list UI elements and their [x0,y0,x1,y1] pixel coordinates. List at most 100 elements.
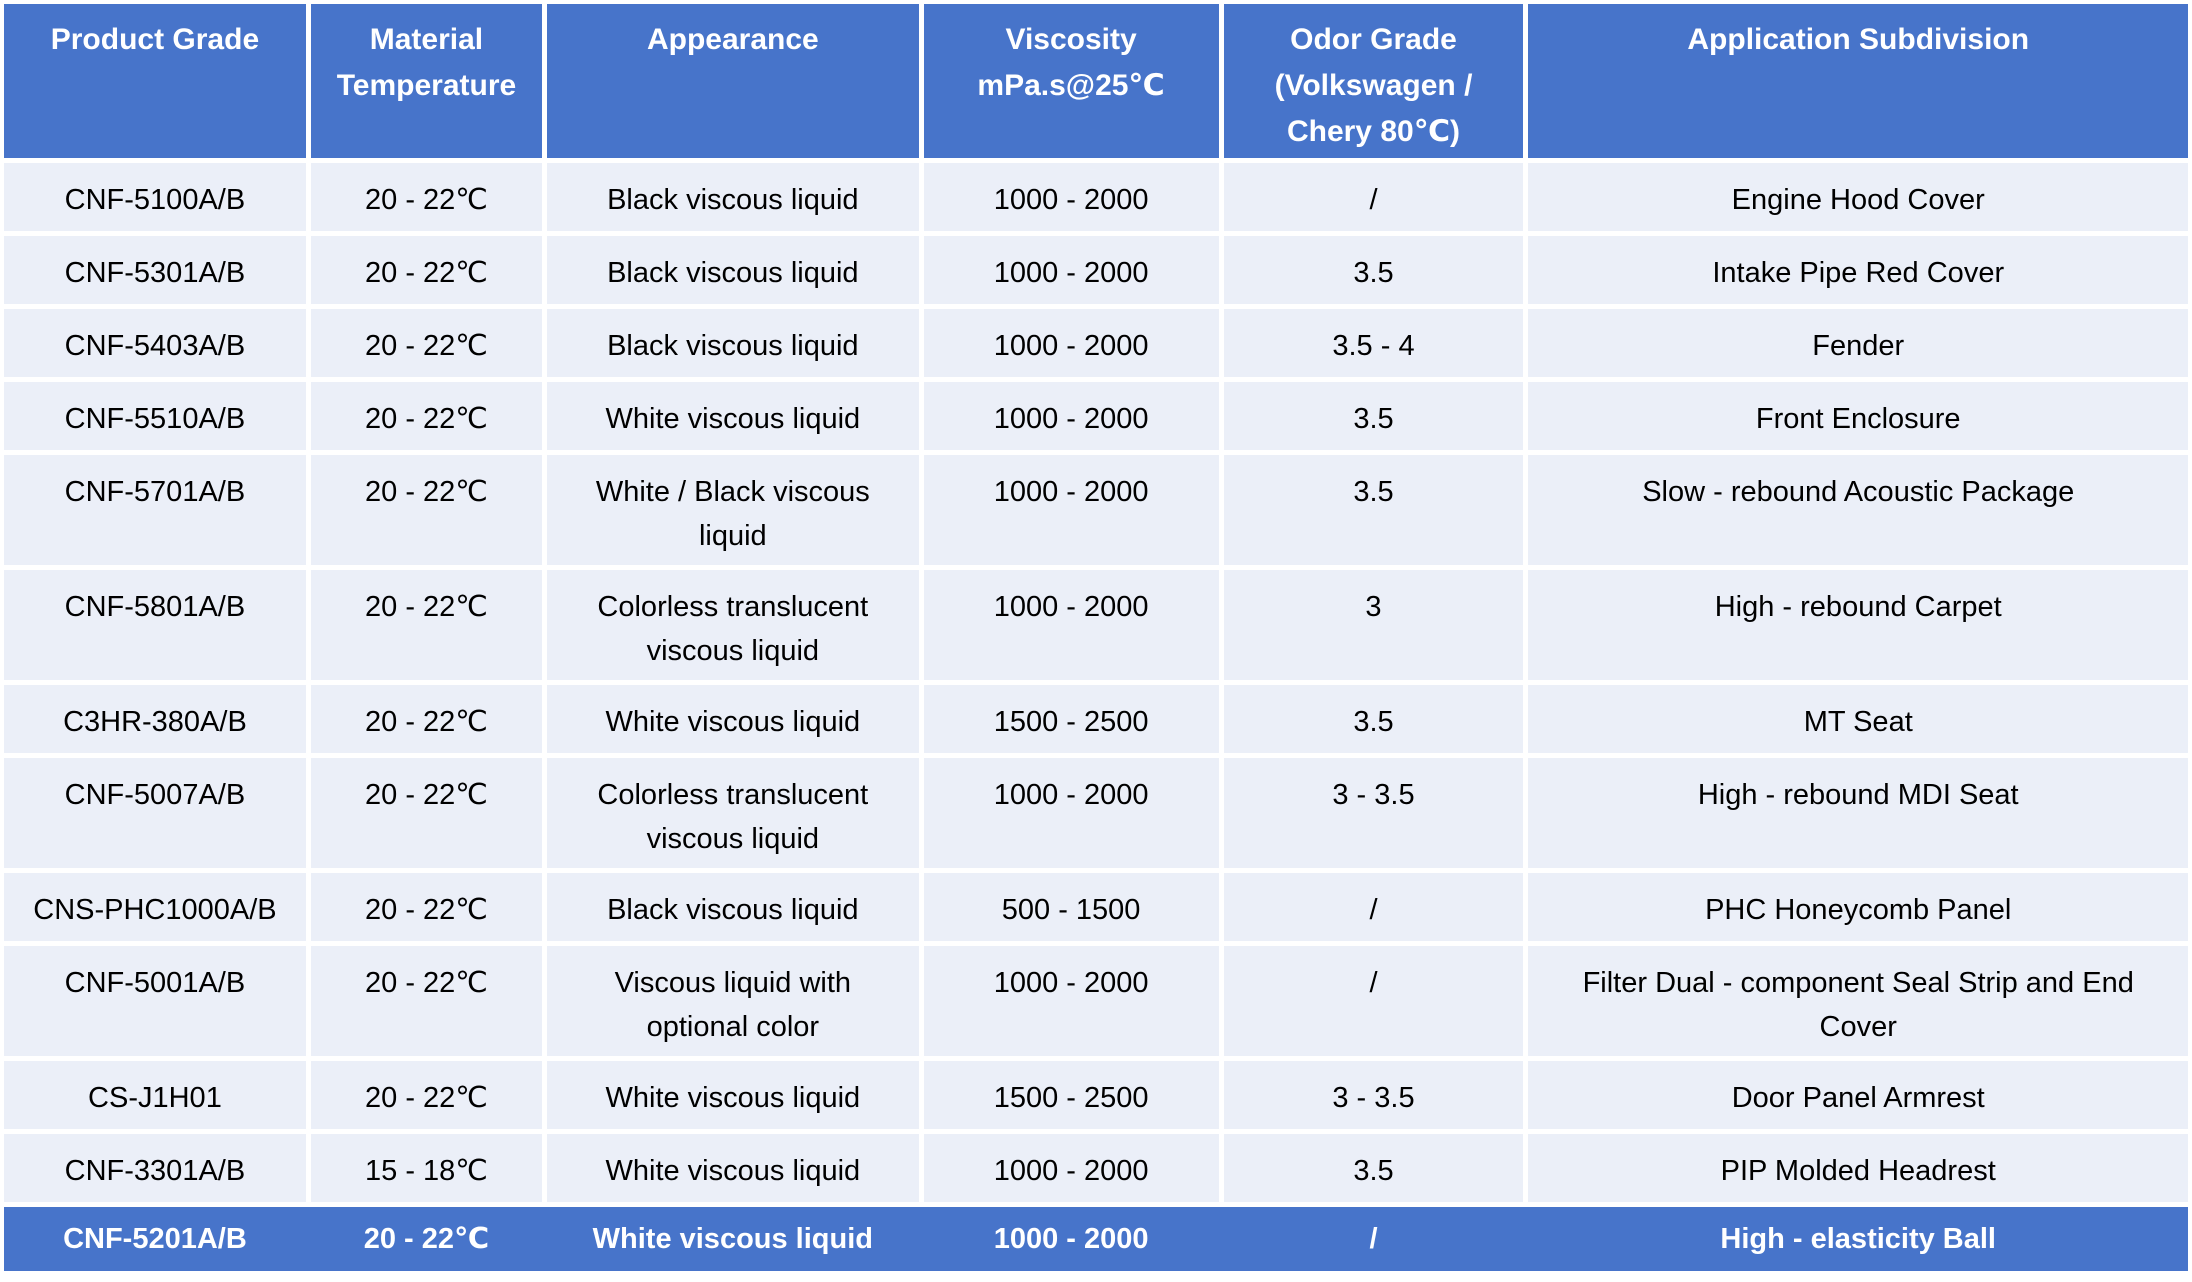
table-row: CNF-5403A/B 20 - 22℃ Black viscous liqui… [4,309,2188,377]
cell-odor-grade: 3.5 [1223,455,1524,565]
table-row: CNF-5510A/B 20 - 22℃ White viscous liqui… [4,382,2188,450]
cell-product-grade: CNF-5100A/B [4,163,306,231]
cell-appearance: Viscous liquid with optional color [547,946,919,1056]
cell-viscosity: 500 - 1500 [923,873,1219,941]
cell-appearance: Colorless translucent viscous liquid [547,570,919,680]
cell-application-subdivision: Front Enclosure [1528,382,2188,450]
cell-viscosity: 1000 - 2000 [993,1223,1149,1255]
cell-material-temperature: 20 - 22℃ [363,1223,490,1255]
table-row: CNF-5001A/B 20 - 22℃ Viscous liquid with… [4,946,2188,1056]
cell-material-temperature: 20 - 22℃ [310,455,543,565]
cell-viscosity: 1000 - 2000 [923,946,1219,1056]
table-row: CNS-PHC1000A/B 20 - 22℃ Black viscous li… [4,873,2188,941]
cell-viscosity: 1000 - 2000 [923,455,1219,565]
cell-product-grade: CNF-5301A/B [4,236,306,304]
cell-appearance: Colorless translucent viscous liquid [547,758,919,868]
cell-material-temperature: 15 - 18℃ [310,1134,543,1202]
cell-odor-grade: 3.5 [1223,685,1524,753]
cell-odor-grade: 3 - 3.5 [1223,758,1524,868]
cell-appearance: White viscous liquid [547,382,919,450]
column-header-appearance: Appearance [547,4,919,158]
cell-appearance: White / Black viscous liquid [547,455,919,565]
cell-product-grade: C3HR-380A/B [4,685,306,753]
cell-application-subdivision: Engine Hood Cover [1528,163,2188,231]
cell-material-temperature: 20 - 22℃ [310,685,543,753]
cell-product-grade: CNF-5403A/B [4,309,306,377]
cell-appearance: White viscous liquid [547,1134,919,1202]
cell-odor-grade: 3.5 [1223,1134,1524,1202]
table-row: CS-J1H01 20 - 22℃ White viscous liquid 1… [4,1061,2188,1129]
cell-odor-grade: 3 [1223,570,1524,680]
table-header-row: Product Grade Material Temperature Appea… [4,4,2188,158]
cell-material-temperature: 20 - 22℃ [310,163,543,231]
table-row: CNF-5801A/B 20 - 22℃ Colorless transluce… [4,570,2188,680]
cell-appearance: Black viscous liquid [547,163,919,231]
table-body: CNF-5100A/B 20 - 22℃ Black viscous liqui… [4,163,2188,1271]
cell-odor-grade: 3.5 [1223,236,1524,304]
cell-viscosity: 1000 - 2000 [923,1134,1219,1202]
product-grade-table: Product Grade Material Temperature Appea… [4,4,2188,1271]
cell-application-subdivision: Filter Dual - component Seal Strip and E… [1528,946,2188,1056]
cell-product-grade: CNF-3301A/B [4,1134,306,1202]
cell-odor-grade: 3.5 [1223,382,1524,450]
cell-appearance: White viscous liquid [547,685,919,753]
column-header-viscosity: Viscosity mPa.s@25℃ [923,4,1219,158]
table-row: CNF-3301A/B 15 - 18℃ White viscous liqui… [4,1134,2188,1202]
cell-material-temperature: 20 - 22℃ [310,236,543,304]
cell-application-subdivision: High - elasticity Ball [1720,1223,1996,1255]
table-row: C3HR-380A/B 20 - 22℃ White viscous liqui… [4,685,2188,753]
cell-product-grade: CNS-PHC1000A/B [4,873,306,941]
table-row: CNF-5701A/B 20 - 22℃ White / Black visco… [4,455,2188,565]
cell-viscosity: 1500 - 2500 [923,685,1219,753]
cell-viscosity: 1000 - 2000 [923,570,1219,680]
cell-application-subdivision: MT Seat [1528,685,2188,753]
cell-product-grade: CNF-5510A/B [4,382,306,450]
cell-odor-grade: 3 - 3.5 [1223,1061,1524,1129]
table-row: CNF-5301A/B 20 - 22℃ Black viscous liqui… [4,236,2188,304]
column-header-material-temperature: Material Temperature [310,4,543,158]
cell-product-grade: CS-J1H01 [4,1061,306,1129]
cell-application-subdivision: Door Panel Armrest [1528,1061,2188,1129]
column-header-application-subdivision: Application Subdivision [1528,4,2188,158]
column-header-product-grade: Product Grade [4,4,306,158]
cell-odor-grade: / [1223,946,1524,1056]
cell-application-subdivision: PIP Molded Headrest [1528,1134,2188,1202]
cell-application-subdivision: Fender [1528,309,2188,377]
cell-product-grade: CNF-5801A/B [4,570,306,680]
cell-product-grade: CNF-5201A/B [63,1223,247,1255]
column-header-odor-grade: Odor Grade (Volkswagen / Chery 80℃) [1223,4,1524,158]
cell-odor-grade: / [1223,873,1524,941]
cell-application-subdivision: Slow - rebound Acoustic Package [1528,455,2188,565]
cell-appearance: White viscous liquid [547,1061,919,1129]
table-row: CNF-5007A/B 20 - 22℃ Colorless transluce… [4,758,2188,868]
table-row-highlighted: CNF-5201A/B 20 - 22℃ White viscous liqui… [4,1207,2188,1271]
cell-viscosity: 1000 - 2000 [923,163,1219,231]
cell-material-temperature: 20 - 22℃ [310,758,543,868]
cell-product-grade: CNF-5007A/B [4,758,306,868]
cell-viscosity: 1500 - 2500 [923,1061,1219,1129]
cell-material-temperature: 20 - 22℃ [310,309,543,377]
cell-viscosity: 1000 - 2000 [923,309,1219,377]
cell-viscosity: 1000 - 2000 [923,758,1219,868]
cell-appearance: White viscous liquid [592,1223,873,1255]
cell-appearance: Black viscous liquid [547,236,919,304]
cell-product-grade: CNF-5701A/B [4,455,306,565]
cell-material-temperature: 20 - 22℃ [310,873,543,941]
cell-appearance: Black viscous liquid [547,873,919,941]
table-row: CNF-5100A/B 20 - 22℃ Black viscous liqui… [4,163,2188,231]
cell-material-temperature: 20 - 22℃ [310,1061,543,1129]
cell-viscosity: 1000 - 2000 [923,382,1219,450]
cell-material-temperature: 20 - 22℃ [310,946,543,1056]
cell-application-subdivision: High - rebound Carpet [1528,570,2188,680]
cell-odor-grade: / [1369,1223,1378,1255]
cell-application-subdivision: PHC Honeycomb Panel [1528,873,2188,941]
cell-viscosity: 1000 - 2000 [923,236,1219,304]
cell-application-subdivision: Intake Pipe Red Cover [1528,236,2188,304]
cell-material-temperature: 20 - 22℃ [310,382,543,450]
cell-appearance: Black viscous liquid [547,309,919,377]
cell-material-temperature: 20 - 22℃ [310,570,543,680]
cell-odor-grade: 3.5 - 4 [1223,309,1524,377]
cell-odor-grade: / [1223,163,1524,231]
cell-product-grade: CNF-5001A/B [4,946,306,1056]
